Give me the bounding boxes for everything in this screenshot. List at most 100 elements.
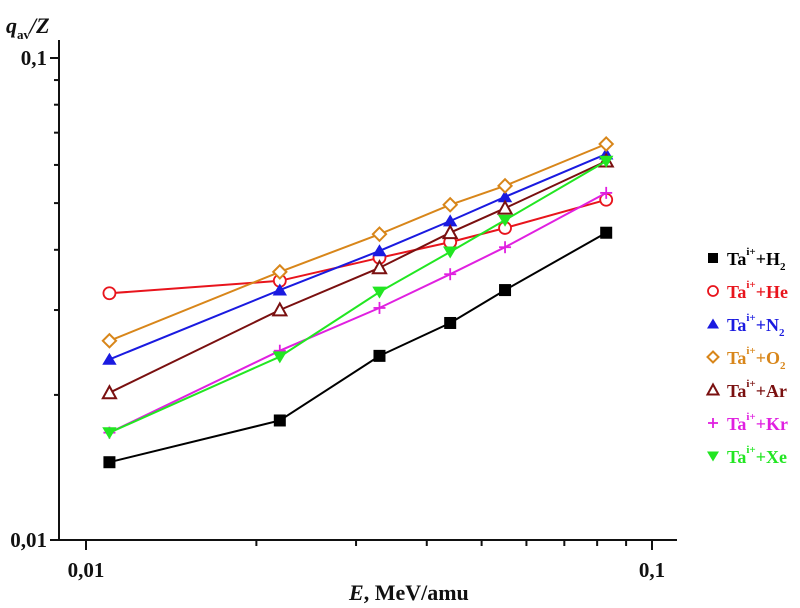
legend-label: Tai++Kr xyxy=(727,411,788,434)
legend-label: Tai++Ar xyxy=(727,378,787,401)
data-point xyxy=(102,352,117,365)
y-axis-title-sub: av xyxy=(17,27,31,42)
x-axis-title: E, MeV/amu xyxy=(348,580,469,605)
data-point xyxy=(101,384,118,400)
legend-item: Tai++N2 xyxy=(707,312,785,339)
series-ar xyxy=(101,152,615,400)
y-axis-title-rest: /Z xyxy=(28,13,50,38)
legend-label: Tai++O2 xyxy=(727,345,786,372)
data-point xyxy=(441,224,459,240)
legend-marker xyxy=(707,318,719,329)
series-line xyxy=(108,160,607,394)
data-point xyxy=(600,226,613,239)
data-point xyxy=(102,286,117,301)
data-point xyxy=(101,332,118,349)
legend-marker xyxy=(706,350,720,364)
legend-label: Tai++H2 xyxy=(727,246,786,273)
data-point xyxy=(444,316,457,329)
legend-label-species: +Xe xyxy=(756,447,787,467)
data-point xyxy=(373,301,386,314)
legend-label-species: +O xyxy=(756,348,780,368)
axes: 0,01 0,1 0,01 0,1 xyxy=(10,40,677,582)
legend-label-species: +He xyxy=(756,282,788,302)
data-point xyxy=(442,214,458,227)
data-point xyxy=(271,301,289,317)
legend-label-sup: i+ xyxy=(746,411,755,423)
legend-item: Tai++H2 xyxy=(708,246,786,273)
legend-label-sup: i+ xyxy=(746,246,755,258)
series-line xyxy=(108,192,607,434)
y-tick-label: 0,01 xyxy=(10,528,47,552)
legend-label-species: +N xyxy=(756,315,779,335)
data-point xyxy=(497,214,513,227)
series-h2 xyxy=(103,226,613,469)
legend-label-sup: i+ xyxy=(746,444,755,456)
legend-item: Tai++Ar xyxy=(705,378,787,401)
data-point xyxy=(598,136,615,153)
legend-label-base: Ta xyxy=(727,381,746,401)
legend-label-species: +H xyxy=(756,249,780,269)
data-point xyxy=(444,268,457,281)
series-he xyxy=(102,192,614,301)
x-tick-label: 0,01 xyxy=(68,558,105,582)
legend-label-base: Ta xyxy=(727,249,746,269)
legend-label-base: Ta xyxy=(727,282,746,302)
plot-area xyxy=(101,136,615,469)
legend-marker xyxy=(705,382,721,396)
data-point xyxy=(499,241,512,254)
series-o2 xyxy=(101,136,615,349)
data-point xyxy=(442,246,458,259)
data-point xyxy=(497,190,513,203)
data-point xyxy=(496,199,514,215)
legend-item: Tai++Xe xyxy=(707,444,787,467)
data-point xyxy=(272,351,288,364)
legend: Tai++H2Tai++HeTai++N2Tai++O2Tai++ArTai++… xyxy=(705,246,788,467)
data-point xyxy=(372,244,387,257)
data-point xyxy=(273,414,286,427)
series-line xyxy=(109,143,607,342)
x-tick-label: 0,1 xyxy=(639,558,665,582)
data-point xyxy=(600,186,613,199)
data-point xyxy=(373,349,386,362)
legend-marker xyxy=(707,451,719,462)
legend-marker xyxy=(707,285,719,297)
legend-label-species: +Ar xyxy=(756,381,787,401)
legend-label-sub: 2 xyxy=(780,360,786,372)
data-point xyxy=(371,226,388,243)
y-axis-title-main: q xyxy=(6,13,17,38)
x-axis-title-main: E xyxy=(348,580,364,605)
y-axis-title: qav/Z xyxy=(6,13,50,42)
legend-label: Tai++He xyxy=(727,279,788,302)
legend-label-sup: i+ xyxy=(746,378,755,390)
series-line xyxy=(109,153,607,361)
legend-item: Tai++Kr xyxy=(708,411,788,434)
legend-label-sub: 2 xyxy=(779,327,785,339)
data-point xyxy=(598,155,614,168)
data-point xyxy=(103,456,116,469)
legend-label: Tai++Xe xyxy=(727,444,787,467)
legend-label-sup: i+ xyxy=(746,279,755,291)
data-point xyxy=(272,283,288,296)
data-point xyxy=(497,177,514,194)
data-point xyxy=(102,427,117,440)
legend-item: Tai++He xyxy=(707,279,788,302)
y-tick-label: 0,1 xyxy=(21,46,47,70)
legend-label-base: Ta xyxy=(727,348,746,368)
series-line xyxy=(109,198,607,295)
x-axis-title-rest: , MeV/amu xyxy=(364,580,469,605)
series-n2 xyxy=(102,147,614,365)
data-point xyxy=(499,284,512,297)
legend-label: Tai++N2 xyxy=(727,312,785,339)
legend-label-sup: i+ xyxy=(746,345,755,357)
legend-label-base: Ta xyxy=(727,447,746,467)
legend-label-sub: 2 xyxy=(780,261,786,273)
legend-label-sup: i+ xyxy=(746,312,755,324)
series-line xyxy=(109,231,607,464)
legend-label-species: +Kr xyxy=(756,414,788,434)
data-point xyxy=(271,263,288,280)
legend-label-base: Ta xyxy=(727,315,746,335)
legend-marker xyxy=(708,418,718,428)
data-point xyxy=(371,259,388,275)
data-point xyxy=(372,286,387,299)
